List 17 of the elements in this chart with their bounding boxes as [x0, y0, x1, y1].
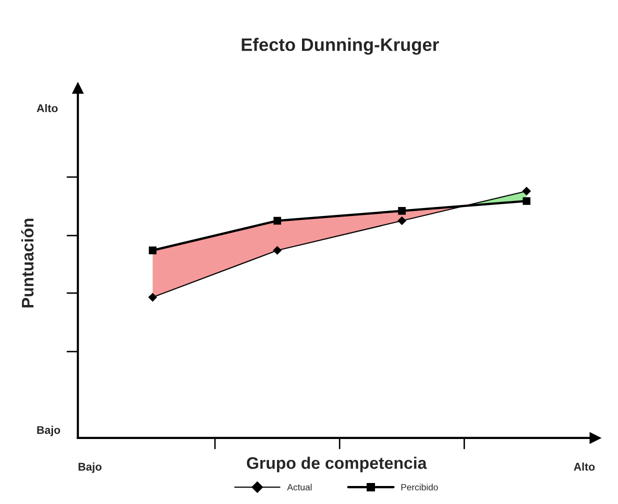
point [273, 216, 282, 225]
point [273, 246, 282, 255]
legend-label: Actual [287, 484, 312, 490]
text: Bajo [37, 426, 60, 436]
x-axis-title: Grupo de competencia [246, 456, 427, 472]
point [148, 293, 157, 302]
point [522, 197, 530, 205]
y-axis-title: Puntuación [21, 218, 34, 308]
text: Alto [574, 462, 595, 471]
point [522, 187, 531, 196]
text: Alto [36, 104, 58, 112]
point [398, 207, 406, 215]
chart-title: Efecto Dunning-Kruger [242, 38, 439, 55]
point [398, 216, 406, 225]
legend-label: Percibido [401, 484, 438, 490]
text: Bajo [78, 462, 102, 473]
point [148, 246, 156, 254]
